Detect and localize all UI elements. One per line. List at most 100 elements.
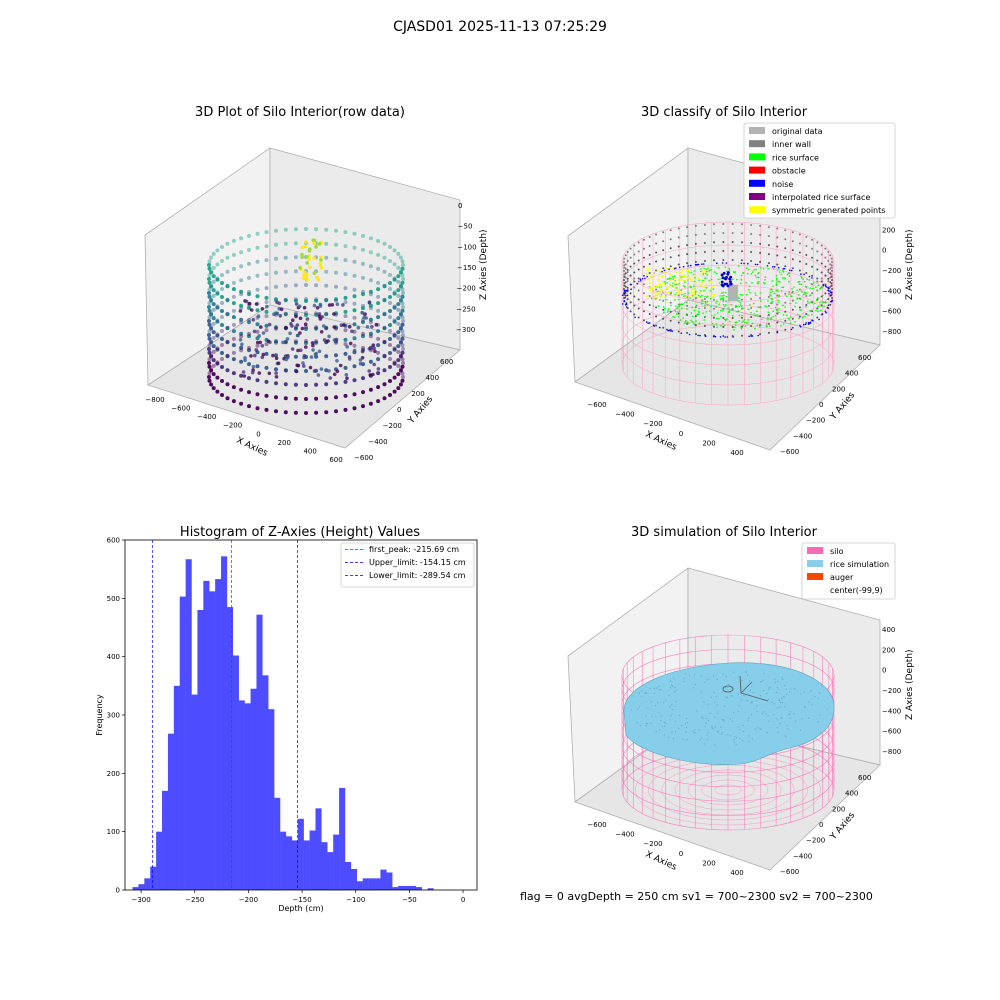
classify-point — [725, 282, 729, 286]
raw-point — [324, 227, 329, 232]
raw-point — [368, 292, 373, 297]
simulation-rice-point — [706, 734, 708, 736]
classify-point — [826, 306, 829, 309]
classify-point — [702, 271, 705, 274]
classify-point — [811, 301, 814, 304]
raw-point — [247, 334, 251, 339]
histogram-bar — [368, 878, 375, 890]
classify-point — [720, 277, 722, 280]
classify-point — [669, 229, 672, 232]
raw-point — [368, 373, 373, 377]
raw-point — [376, 357, 381, 362]
raw-point — [293, 255, 298, 260]
classify-point — [758, 271, 760, 274]
classify-point — [744, 325, 747, 327]
classify-point — [781, 277, 784, 279]
simulation-rice-point — [746, 700, 748, 702]
raw-point — [207, 336, 212, 341]
classify-point — [767, 295, 770, 298]
classify-point — [778, 301, 780, 304]
classify-point — [740, 262, 743, 265]
raw-point — [314, 351, 319, 356]
raw-point — [266, 339, 271, 344]
classify-point — [765, 325, 768, 328]
raw-point — [260, 355, 265, 360]
classify-point — [664, 296, 667, 298]
classify-point — [821, 300, 823, 303]
raw-point — [324, 283, 329, 288]
histogram-bar — [232, 655, 239, 890]
raw-point — [309, 355, 314, 359]
simulation-rice-point — [707, 732, 709, 734]
raw-point — [343, 295, 348, 300]
simulation-xlabel: X Axies — [644, 850, 679, 873]
raw-point — [392, 346, 397, 351]
y-tick-label: −600 — [354, 454, 373, 462]
simulation-rice-point — [705, 722, 708, 724]
classify-point — [722, 304, 725, 306]
classify-point — [719, 336, 722, 338]
classify-point — [771, 280, 774, 282]
raw-point — [388, 393, 392, 397]
classify-point — [675, 287, 678, 289]
raw-point — [211, 293, 216, 298]
classify-point — [625, 302, 628, 304]
simulation-rice-point — [644, 692, 646, 694]
classify-point — [624, 285, 627, 288]
raw-point — [314, 227, 319, 232]
classify-point — [661, 280, 664, 283]
classify-point — [655, 324, 658, 327]
z-tick-label: 0 — [882, 247, 886, 255]
raw-point — [338, 363, 343, 368]
classify-point — [722, 271, 726, 275]
classify-point — [831, 279, 833, 281]
classify-point — [824, 310, 827, 313]
raw-point — [211, 358, 216, 363]
histogram-bar — [173, 685, 180, 890]
classify-point — [685, 319, 687, 322]
raw-point — [308, 365, 313, 370]
raw-point — [400, 322, 405, 327]
histogram-x-ticks: −300 −250 −200 −150 −100 −50 0 — [131, 890, 465, 904]
classify-point — [827, 277, 830, 280]
raw-point — [401, 361, 405, 365]
raw-point — [304, 345, 308, 349]
classify-point — [669, 238, 672, 241]
classify-point — [642, 292, 645, 295]
raw-point — [314, 410, 319, 415]
raw-point — [352, 259, 357, 264]
classify-point — [693, 280, 696, 283]
raw-point — [392, 276, 397, 281]
raw-point — [209, 382, 214, 387]
raw-point — [255, 378, 260, 383]
classify-point — [675, 313, 678, 315]
classify-point — [749, 304, 751, 306]
classify-point — [829, 285, 832, 288]
classify-point — [624, 272, 627, 275]
classify-point — [662, 240, 665, 243]
classify-point — [674, 277, 677, 280]
classify-point — [669, 265, 672, 268]
simulation-rice-point — [700, 737, 703, 739]
classify-point — [633, 286, 636, 289]
simulation-rice-point — [747, 674, 749, 677]
classify-point — [831, 288, 833, 290]
classify-point — [743, 262, 745, 265]
classify-point — [637, 250, 640, 253]
classify-point — [694, 291, 697, 294]
raw-point — [363, 312, 367, 317]
raw-point — [274, 356, 279, 361]
classify-point — [822, 301, 825, 304]
raw-point — [388, 245, 392, 249]
raw-point — [271, 353, 275, 358]
raw-point — [302, 305, 307, 310]
classify-point — [625, 306, 628, 308]
histogram-vlines — [151, 540, 298, 890]
z-tick-label: −150 — [457, 264, 476, 272]
raw-point — [284, 326, 289, 330]
classify-point — [642, 310, 645, 313]
raw-point — [264, 342, 269, 347]
raw-point — [247, 390, 251, 395]
classify-point — [717, 267, 720, 269]
